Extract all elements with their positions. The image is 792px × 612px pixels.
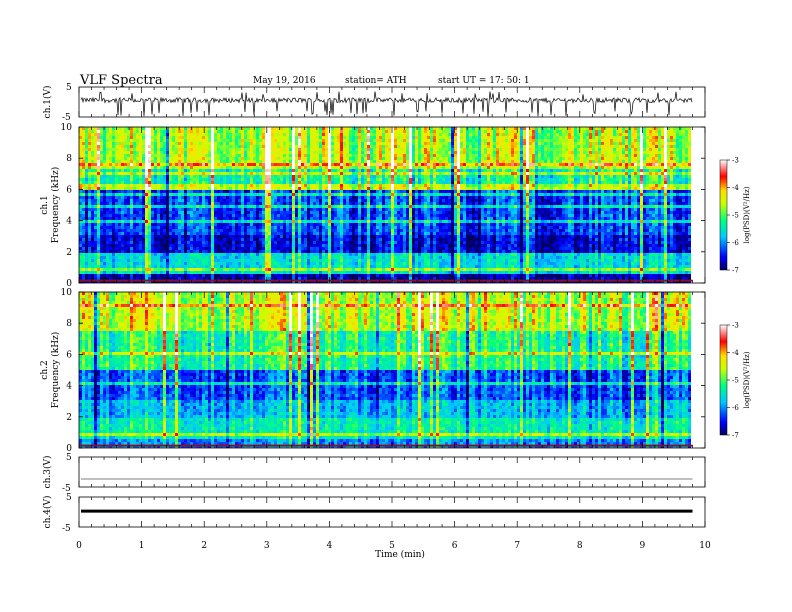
ch1-ytick-top: 5 [66,83,72,93]
ch2-spectrogram-cells [79,292,705,448]
ch1-colorbar-tick--3: -3 [732,157,739,165]
ch1-colorbar-tick--5: -5 [732,212,739,220]
ch1-ylabel: ch.1(V) [42,86,53,119]
ch3-ylabel: ch.3(V) [42,456,53,489]
ch1-spec-ylabel-line2: Frequency (kHz) [50,167,61,244]
ch4-ytick-bottom: -5 [62,524,71,534]
time-axis-ticks [78,87,706,527]
ch1-voltage-trace [80,91,693,117]
spec2-ytick-8: 8 [66,319,72,329]
ch1-spec-ylabel-line1: ch.1 [40,195,50,214]
time-tick-8: 8 [577,541,583,551]
time-tick-5: 5 [389,541,395,551]
spec2-ytick-10: 10 [61,288,73,298]
spec2-ytick-0: 0 [66,444,72,454]
ch4-ytick-top: 5 [66,493,72,503]
time-tick-10: 10 [699,541,711,551]
ch2-colorbar-tick--6: -6 [732,404,739,412]
ch1-colorbar-label: log(PSD)(V²/Hz) [743,186,751,243]
ch2-spec-ylabel-line1: ch.2 [40,360,50,379]
figure-title: VLF Spectra [79,73,163,88]
spec1-ytick-8: 8 [66,154,72,164]
header-start-ut: start UT = 17: 50: 1 [438,76,530,86]
header-date: May 19, 2016 [253,76,316,86]
ch2-colorbar-label: log(PSD)(V²/Hz) [743,351,751,408]
spec1-ytick-4: 4 [66,217,72,227]
time-tick-2: 2 [201,541,207,551]
time-tick-9: 9 [640,541,646,551]
ch2-spec-ylabel-line2: Frequency (kHz) [50,332,61,409]
ch1-colorbar-tick--4: -4 [732,184,739,192]
spec1-ytick-2: 2 [66,248,72,258]
ch2-colorbar-tick--7: -7 [732,432,739,440]
time-tick-1: 1 [139,541,145,551]
ch1-colorbar [719,159,728,271]
time-tick-7: 7 [514,541,520,551]
header-station: station= ATH [345,76,407,86]
spec1-ytick-0: 0 [66,279,72,289]
ch1-colorbar-tick--6: -6 [732,239,739,247]
ch4-ylabel: ch.4(V) [42,496,53,529]
time-tick-0: 0 [76,541,82,551]
spec2-ytick-6: 6 [66,350,72,360]
spec1-ytick-10: 10 [61,123,73,133]
ch2-colorbar-tick--4: -4 [732,349,739,357]
ch2-colorbar-tick--3: -3 [732,322,739,330]
ch2-colorbar [719,324,728,436]
time-tick-6: 6 [452,541,458,551]
spec2-ytick-2: 2 [66,413,72,423]
ch3-ytick-top: 5 [66,453,72,463]
ch2-colorbar-tick--5: -5 [732,377,739,385]
time-axis-tick-labels: 0 1 2 3 4 5 6 7 8 9 10 [76,541,711,551]
time-tick-4: 4 [327,541,333,551]
time-tick-3: 3 [264,541,270,551]
ch1-spectrogram-cells [79,127,705,283]
ch3-ytick-bottom: -5 [62,484,71,494]
spec2-ytick-4: 4 [66,382,72,392]
spec1-ytick-6: 6 [66,185,72,195]
ch1-colorbar-tick--7: -7 [732,267,739,275]
ch1-ytick-bottom: -5 [62,113,71,123]
time-axis-label: Time (min) [375,549,425,560]
